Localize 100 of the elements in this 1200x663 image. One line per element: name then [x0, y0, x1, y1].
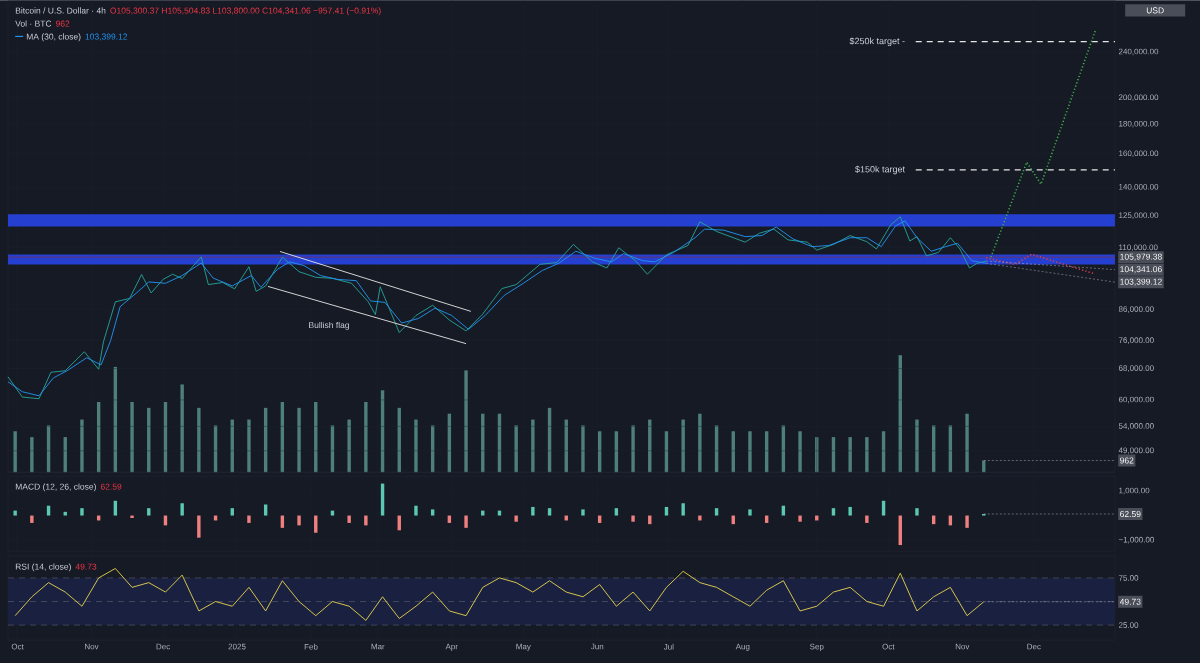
- bar: [297, 407, 301, 473]
- y-tick-label: 180,000.00: [1119, 120, 1159, 128]
- line-series: [990, 28, 1097, 258]
- annotation: 962: [55, 20, 70, 27]
- x-tick-label: Oct: [882, 643, 895, 650]
- chart-title: Vol · BTC: [15, 20, 52, 27]
- bar: [30, 437, 34, 473]
- bar: [848, 437, 852, 473]
- bar: [865, 437, 869, 473]
- bar: [347, 419, 351, 473]
- bar: [364, 515, 368, 526]
- bar: [147, 508, 151, 516]
- bar: [698, 413, 702, 473]
- x-tick-label: Feb: [304, 643, 318, 650]
- y-tick-label: 110,000.00: [1119, 244, 1158, 251]
- annotation: 49.73: [75, 563, 97, 570]
- bar: [263, 504, 268, 516]
- bar: [63, 511, 67, 516]
- bar: [13, 431, 17, 473]
- bar: [631, 515, 635, 522]
- bar: [965, 413, 969, 473]
- bar: [798, 431, 802, 473]
- bar: [80, 508, 84, 516]
- x-tick-label: Dec: [1027, 643, 1041, 650]
- bar: [364, 401, 368, 473]
- text: RSI (14, close): [15, 563, 71, 572]
- y-tick-label: 25.00: [1118, 622, 1139, 628]
- bar: [831, 508, 836, 516]
- bar: [130, 515, 134, 518]
- annotation: 962: [1120, 457, 1134, 464]
- bar: [965, 515, 969, 528]
- bar: [664, 506, 669, 516]
- bar: [247, 515, 251, 523]
- bar: [514, 425, 518, 473]
- bar: [748, 431, 752, 473]
- y-tick-label: 125,000.00: [1119, 212, 1159, 219]
- bar: [514, 515, 518, 522]
- bar: [581, 509, 585, 516]
- x-tick-label: Jun: [590, 643, 604, 650]
- x-tick-label: 2025: [228, 643, 246, 650]
- bar: [464, 370, 468, 473]
- bar: [865, 515, 869, 523]
- ref-line-label: 105,979.38: [1120, 253, 1162, 261]
- y-tick-label: 1,000.00: [1119, 487, 1150, 495]
- x-tick-label: Dec: [156, 643, 170, 650]
- bar: [614, 508, 619, 516]
- y-tick-label: 60,000.00: [1118, 396, 1154, 404]
- x-tick-label: Nov: [85, 643, 99, 650]
- bar: [714, 508, 719, 516]
- text: MACD (12, 26, close): [15, 483, 96, 492]
- bar: [531, 506, 535, 516]
- annotation: Bullish flag: [309, 321, 350, 330]
- x-tick-label: May: [516, 643, 531, 651]
- bar: [464, 515, 468, 528]
- bar: [80, 419, 84, 473]
- y-tick-label: −1,000.00: [1118, 536, 1155, 544]
- bar: [197, 515, 201, 538]
- bar: [414, 505, 418, 516]
- bar: [547, 508, 552, 516]
- y-tick-label: 160,000.00: [1119, 150, 1159, 157]
- annotation: 103,399.12: [1120, 278, 1162, 286]
- bar: [631, 425, 635, 473]
- y-tick-label: 200,000.00: [1118, 94, 1159, 101]
- text: Bitcoin / U.S. Dollar · 4h: [15, 7, 106, 14]
- bar: [180, 384, 184, 473]
- bar: [748, 509, 752, 516]
- bar: [531, 419, 535, 473]
- line-series: [985, 253, 1095, 275]
- bar: [915, 508, 919, 516]
- x-tick-label: Jul: [663, 643, 674, 650]
- bar: [681, 419, 685, 473]
- annotation: 62.59: [1120, 510, 1141, 517]
- y-tick-label: 54,000.00: [1118, 423, 1154, 430]
- bar: [230, 508, 234, 516]
- bar: [698, 515, 702, 521]
- text: USD: [1146, 7, 1164, 14]
- bar: [915, 419, 919, 473]
- bar: [681, 503, 685, 516]
- y-tick-label: 140,000.00: [1119, 183, 1159, 191]
- annotation: O105,300.37 H105,504.83 L103,800.00 C104,341.06 −957.41 (−0.91%): [110, 7, 381, 16]
- bar: [130, 401, 134, 473]
- y-tick-label: 75.00: [1118, 574, 1139, 581]
- bar: [848, 506, 852, 516]
- x-tick-label: Aug: [735, 643, 750, 651]
- bar: [46, 505, 51, 516]
- bar: [881, 500, 886, 516]
- annotation: 49.73: [1119, 598, 1141, 605]
- bar: [781, 505, 786, 516]
- bar: [798, 515, 802, 522]
- annotation: 104,341.06: [1120, 266, 1162, 274]
- bar: [247, 419, 251, 473]
- x-tick-label: Mar: [371, 643, 385, 650]
- bar: [180, 503, 184, 516]
- bar: [30, 515, 34, 523]
- bar: [581, 425, 585, 473]
- annotation: 62.59: [100, 483, 122, 490]
- x-tick-label: Nov: [955, 643, 970, 650]
- bar: [347, 515, 351, 523]
- x-tick-label: Apr: [445, 643, 458, 651]
- annotation: 103,399.12: [85, 33, 128, 41]
